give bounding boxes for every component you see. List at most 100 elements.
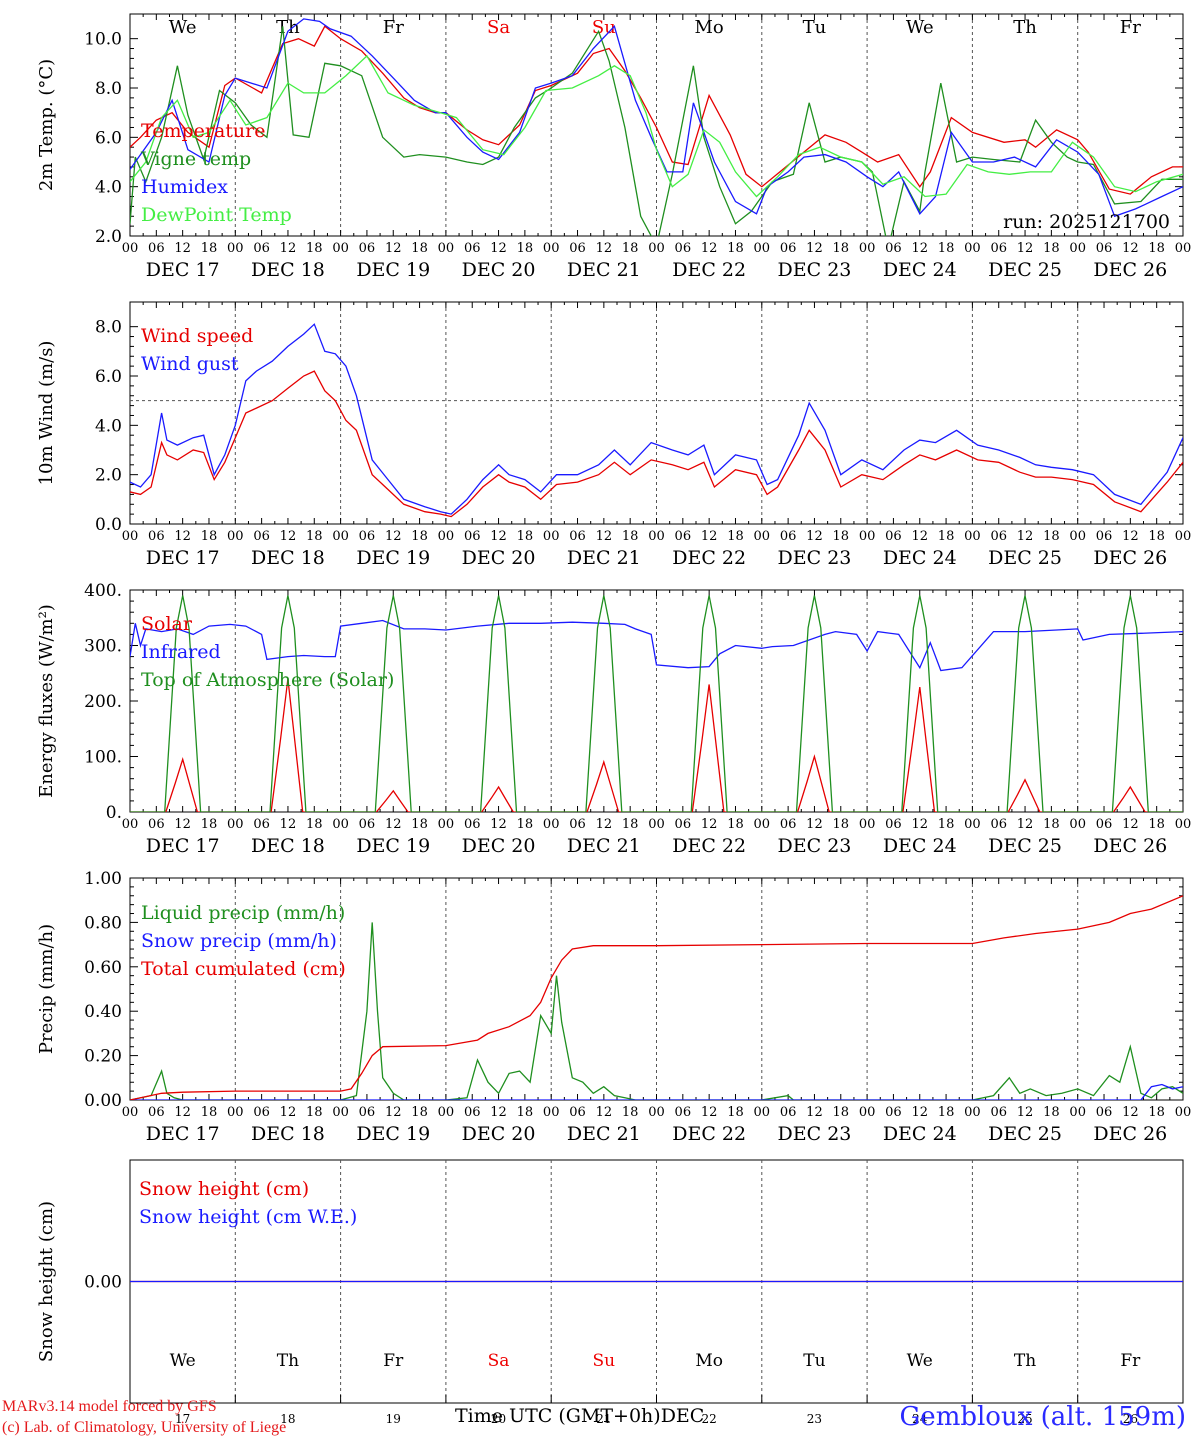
legend-entry: Humidex: [141, 176, 228, 198]
hour-tick-label: 00: [754, 529, 771, 544]
hour-tick-label: 18: [938, 241, 955, 256]
hour-tick-label: 06: [1096, 1105, 1113, 1120]
hour-tick-label: 06: [675, 529, 692, 544]
weekday-label: Fr: [383, 17, 404, 38]
hour-tick-label: 06: [253, 529, 270, 544]
date-label: DEC 24: [883, 259, 957, 281]
hour-tick-label: 00: [332, 1105, 349, 1120]
weekday-label: Tu: [803, 17, 827, 38]
date-label: DEC 19: [356, 547, 430, 569]
hour-tick-label: 06: [780, 1105, 797, 1120]
hour-tick-label: 12: [596, 529, 613, 544]
y-tick-label: 2.0: [95, 227, 122, 247]
hour-tick-label: 18: [201, 529, 218, 544]
hour-tick-label: 06: [675, 241, 692, 256]
hour-tick-label: 18: [201, 817, 218, 832]
date-label: DEC 17: [146, 259, 220, 281]
legend-entry: Wind gust: [141, 353, 239, 375]
hour-tick-label: 12: [385, 241, 402, 256]
hour-tick-label: 18: [727, 529, 744, 544]
hour-tick-label: 18: [833, 241, 850, 256]
hour-tick-label: 12: [280, 529, 297, 544]
y-tick-label: 0.40: [84, 1002, 122, 1022]
hour-tick-label: 18: [938, 817, 955, 832]
hour-tick-label: 06: [780, 529, 797, 544]
date-label: DEC 23: [778, 1123, 852, 1145]
series-line-top-of-atmosphere-solar-: [130, 595, 1183, 812]
y-tick-label: 0.00: [84, 1091, 122, 1111]
y-tick-label: 0.20: [84, 1047, 122, 1067]
weekday-label: Tu: [803, 1351, 825, 1371]
hour-tick-label: 12: [911, 241, 928, 256]
series-group: [130, 323, 1183, 518]
hour-tick-label: 18: [201, 241, 218, 256]
hour-tick-label: 18: [938, 529, 955, 544]
date-label: DEC 18: [251, 835, 325, 857]
hour-tick-label: 18: [622, 241, 639, 256]
hour-tick-label: 18: [411, 1105, 428, 1120]
hour-tick-label: 00: [754, 1105, 771, 1120]
hour-tick-label: 06: [359, 817, 376, 832]
weekday-label: Fr: [1120, 1351, 1141, 1371]
date-label: DEC 21: [567, 1123, 641, 1145]
date-label: DEC 20: [462, 1123, 536, 1145]
hour-tick-label: 00: [543, 529, 560, 544]
date-label: DEC 20: [462, 259, 536, 281]
hour-tick-label: 18: [622, 1105, 639, 1120]
hour-tick-label: 12: [911, 1105, 928, 1120]
hour-tick-label: 06: [569, 241, 586, 256]
hour-tick-label: 18: [833, 529, 850, 544]
hour-tick-label: 00: [648, 529, 665, 544]
y-axis-label: Energy fluxes (W/m²): [36, 604, 57, 798]
hour-tick-label: 12: [701, 241, 718, 256]
run-label: run: 2025121700: [1003, 211, 1170, 233]
hour-tick-label: 06: [253, 241, 270, 256]
hour-tick-label: 06: [253, 1105, 270, 1120]
date-label: DEC 25: [988, 1123, 1062, 1145]
hour-tick-label: 06: [675, 1105, 692, 1120]
hour-tick-label: 12: [1122, 817, 1139, 832]
hour-tick-label: 12: [174, 817, 191, 832]
hour-tick-label: 00: [1069, 241, 1086, 256]
hour-tick-label: 12: [806, 1105, 823, 1120]
hour-tick-label: 18: [306, 817, 323, 832]
hour-tick-label: 06: [148, 817, 165, 832]
weekday-label: We: [169, 17, 197, 38]
y-tick-label: 4.0: [95, 178, 122, 198]
y-tick-label: 8.0: [95, 79, 122, 99]
panel-4: 00 06 12 18 00 06 12 18 00 06 12 18 00 06 12 18 00 06 12 18…: [36, 869, 1191, 1145]
hour-tick-label: 06: [1096, 817, 1113, 832]
hour-tick-label: 18: [1148, 241, 1165, 256]
lab-credit: (c) Lab. of Climatology, University of L…: [2, 1419, 287, 1436]
hour-tick-label: 00: [648, 1105, 665, 1120]
station-name: Gembloux (alt. 159m): [899, 1402, 1186, 1432]
y-axis-label: Snow height (cm): [36, 1201, 57, 1362]
weekday-label: Fr: [1120, 17, 1141, 38]
hour-tick-label: 06: [359, 241, 376, 256]
panel-2: 00 06 12 18 00 06 12 18 00 06 12 18 00 06 12 18 00 06 12 18…: [36, 301, 1191, 569]
date-label: DEC 19: [356, 835, 430, 857]
legend-entry: Temperature: [141, 120, 265, 142]
hour-tick-label: 18: [727, 1105, 744, 1120]
hour-tick-label: 00: [438, 817, 455, 832]
series-line-total-cumulated-cm-: [130, 895, 1183, 1100]
hour-tick-label: 12: [1122, 1105, 1139, 1120]
hour-tick-label: 00: [1069, 817, 1086, 832]
day-number-label: 23: [807, 1412, 822, 1426]
hour-tick-label: 00: [543, 241, 560, 256]
hour-tick-label: 00: [122, 241, 139, 256]
hour-tick-label: 12: [1017, 1105, 1034, 1120]
legend-entry: Snow precip (mm/h): [141, 930, 337, 952]
y-tick-label: 300.: [84, 637, 122, 657]
weekday-label: We: [906, 17, 934, 38]
weekday-label: Mo: [695, 17, 724, 38]
hour-tick-label: 06: [359, 529, 376, 544]
hour-tick-label: 18: [411, 529, 428, 544]
hour-tick-label: 12: [385, 1105, 402, 1120]
date-label: DEC 18: [251, 547, 325, 569]
hour-tick-label: 12: [596, 241, 613, 256]
hour-tick-label: 00: [543, 817, 560, 832]
hour-tick-label: 18: [306, 529, 323, 544]
hour-tick-label: 18: [622, 817, 639, 832]
y-tick-label: 0.0: [95, 515, 122, 535]
